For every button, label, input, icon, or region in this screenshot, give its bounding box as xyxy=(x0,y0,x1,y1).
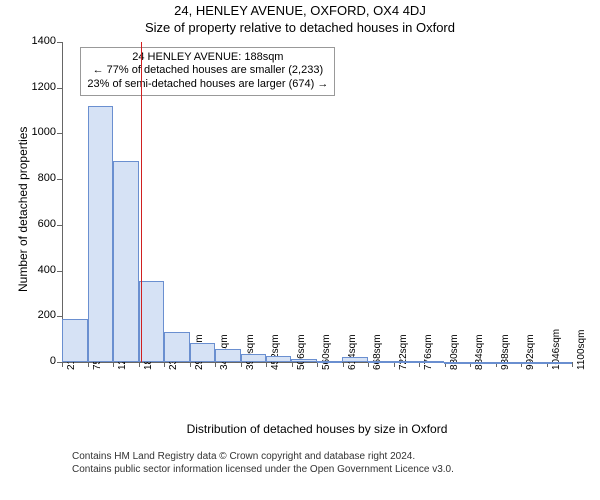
histogram-bar xyxy=(215,349,241,362)
annotation-line2: ← 77% of detached houses are smaller (2,… xyxy=(87,64,328,78)
x-tick-label: 614sqm xyxy=(347,334,358,370)
annotation-line3: 23% of semi-detached houses are larger (… xyxy=(87,78,328,92)
y-tick-mark xyxy=(57,88,62,89)
histogram-bar xyxy=(291,359,317,362)
histogram-bar xyxy=(190,343,216,362)
y-tick-mark xyxy=(57,133,62,134)
x-axis-label: Distribution of detached houses by size … xyxy=(62,422,572,436)
annotation-line1: 24 HENLEY AVENUE: 188sqm xyxy=(87,51,328,65)
histogram-bar xyxy=(62,319,88,362)
page-title-line2: Size of property relative to detached ho… xyxy=(0,20,600,35)
x-tick-label: 1046sqm xyxy=(551,329,562,370)
y-tick-mark xyxy=(57,225,62,226)
annotation-box: 24 HENLEY AVENUE: 188sqm ← 77% of detach… xyxy=(80,47,335,96)
y-tick-label: 400 xyxy=(20,264,56,276)
x-tick-mark xyxy=(113,362,114,367)
histogram-bar xyxy=(495,362,521,364)
chart-root: 24, HENLEY AVENUE, OXFORD, OX4 4DJ Size … xyxy=(0,0,600,500)
page-title-line1: 24, HENLEY AVENUE, OXFORD, OX4 4DJ xyxy=(0,3,600,18)
histogram-bar xyxy=(444,362,470,364)
x-tick-label: 506sqm xyxy=(296,334,307,370)
y-tick-label: 1200 xyxy=(20,81,56,93)
y-tick-mark xyxy=(57,42,62,43)
footer-line1: Contains HM Land Registry data © Crown c… xyxy=(72,450,454,463)
histogram-bar xyxy=(241,354,266,362)
x-tick-label: 722sqm xyxy=(398,334,409,370)
y-tick-label: 600 xyxy=(20,218,56,230)
histogram-bar xyxy=(546,362,572,364)
x-tick-mark xyxy=(266,362,267,367)
histogram-bar xyxy=(88,106,114,362)
histogram-bar xyxy=(113,161,139,362)
x-tick-label: 776sqm xyxy=(423,334,434,370)
histogram-bar xyxy=(342,357,368,362)
x-tick-mark xyxy=(139,362,140,367)
footer-attribution: Contains HM Land Registry data © Crown c… xyxy=(72,450,454,476)
x-tick-mark xyxy=(572,362,573,367)
y-tick-mark xyxy=(57,271,62,272)
y-tick-mark xyxy=(57,179,62,180)
x-tick-mark xyxy=(164,362,165,367)
histogram-bar xyxy=(470,362,496,364)
x-tick-mark xyxy=(62,362,63,367)
y-tick-label: 0 xyxy=(20,355,56,367)
y-tick-mark xyxy=(57,316,62,317)
histogram-bar xyxy=(419,361,445,363)
reference-line xyxy=(141,42,142,362)
y-tick-label: 1400 xyxy=(20,35,56,47)
x-tick-label: 560sqm xyxy=(321,334,332,370)
y-tick-label: 200 xyxy=(20,309,56,321)
footer-line2: Contains public sector information licen… xyxy=(72,463,454,476)
histogram-bar xyxy=(393,361,419,363)
x-tick-mark xyxy=(88,362,89,367)
x-tick-label: 884sqm xyxy=(474,334,485,370)
x-tick-mark xyxy=(241,362,242,367)
x-tick-label: 992sqm xyxy=(525,334,536,370)
x-tick-label: 452sqm xyxy=(270,334,281,370)
histogram-bar xyxy=(368,361,394,363)
histogram-bar xyxy=(266,356,292,362)
x-tick-mark xyxy=(190,362,191,367)
x-tick-label: 938sqm xyxy=(500,334,511,370)
y-tick-label: 800 xyxy=(20,172,56,184)
x-tick-label: 399sqm xyxy=(245,334,256,370)
histogram-bar xyxy=(139,281,165,362)
x-tick-label: 830sqm xyxy=(449,334,460,370)
x-tick-label: 668sqm xyxy=(372,334,383,370)
histogram-bar xyxy=(521,362,547,364)
y-tick-label: 1000 xyxy=(20,126,56,138)
x-tick-mark xyxy=(343,362,344,367)
x-tick-mark xyxy=(292,362,293,367)
x-tick-mark xyxy=(215,362,216,367)
x-tick-label: 1100sqm xyxy=(576,330,587,370)
histogram-bar xyxy=(164,332,190,362)
histogram-bar xyxy=(317,361,343,363)
